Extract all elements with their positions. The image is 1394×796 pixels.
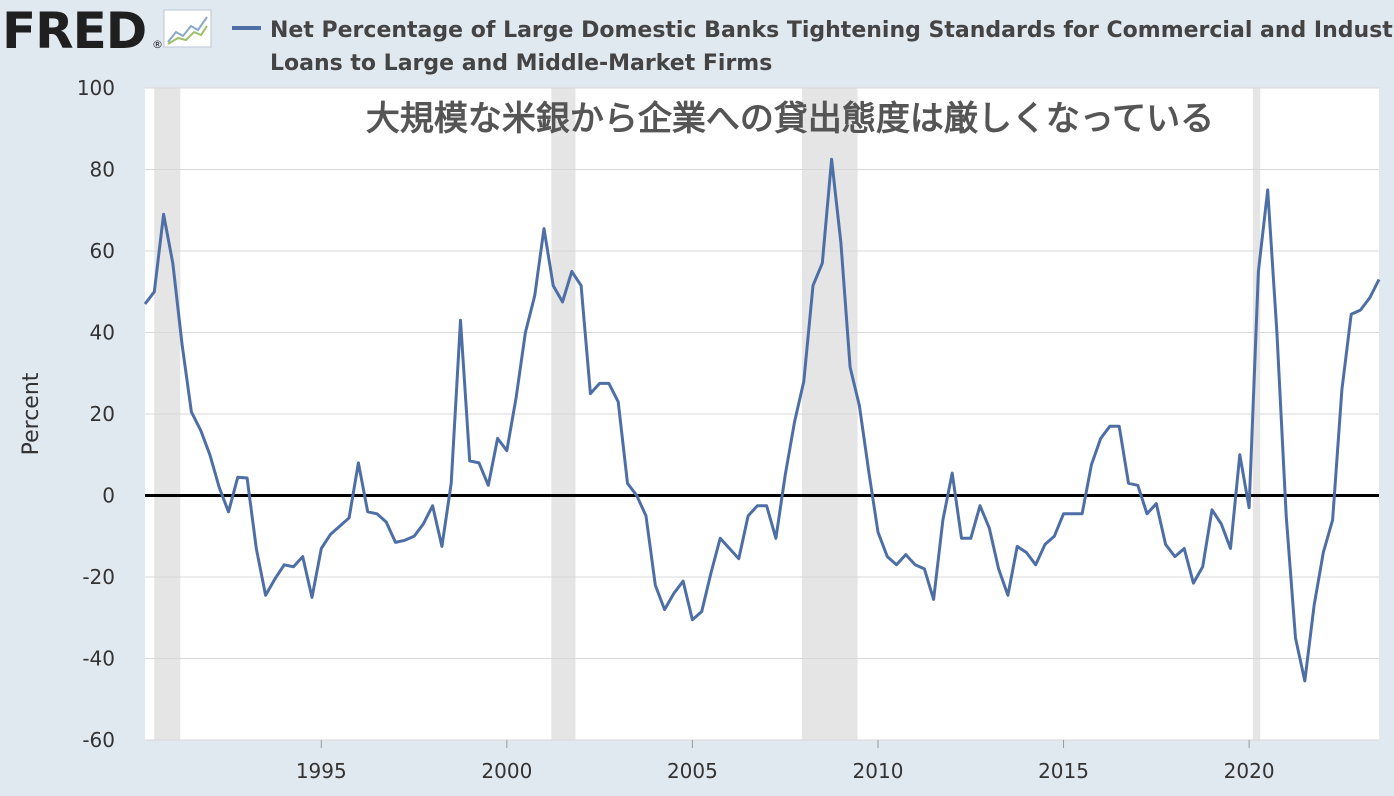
x-tick-label: 2005 xyxy=(667,759,718,783)
y-tick-label: -40 xyxy=(82,647,115,671)
x-tick-labels: 1995 2000 2005 2010 2015 2020 xyxy=(296,740,1275,783)
y-tick-label: 100 xyxy=(77,76,115,100)
line-graph-icon xyxy=(163,9,212,48)
y-tick-label: -60 xyxy=(82,728,115,752)
series-group xyxy=(143,157,1381,683)
fred-logo[interactable]: FRED ® xyxy=(2,2,212,60)
y-tick-label: -20 xyxy=(82,565,115,589)
y-tick-label: 0 xyxy=(102,484,115,508)
y-tick-label: 80 xyxy=(90,158,115,182)
x-tick-label: 2010 xyxy=(853,759,904,783)
y-tick-label: 40 xyxy=(90,321,115,345)
x-tick-label: 2015 xyxy=(1038,759,1089,783)
x-tick-label: 2020 xyxy=(1224,759,1275,783)
legend-title-line2: Loans to Large and Middle-Market Firms xyxy=(270,51,772,76)
y-tick-labels: 100 80 60 40 20 0 -20 -40 -60 xyxy=(77,76,115,752)
legend-title-line1: Net Percentage of Large Domestic Banks T… xyxy=(270,18,1394,43)
grid-lines xyxy=(145,87,1379,741)
y-tick-label: 20 xyxy=(90,402,115,426)
x-tick-label: 1995 xyxy=(296,759,347,783)
registered-mark: ® xyxy=(152,38,163,51)
fred-logo-text: FRED xyxy=(2,2,146,60)
y-tick-label: 60 xyxy=(90,239,115,263)
chart-annotation: 大規模な米銀から企業への貸出態度は厳しくなっている xyxy=(366,99,1214,139)
series-line xyxy=(143,157,1381,683)
legend: Net Percentage of Large Domestic Banks T… xyxy=(232,18,1394,76)
x-tick-label: 2000 xyxy=(481,759,532,783)
y-axis-label: Percent xyxy=(19,372,44,455)
